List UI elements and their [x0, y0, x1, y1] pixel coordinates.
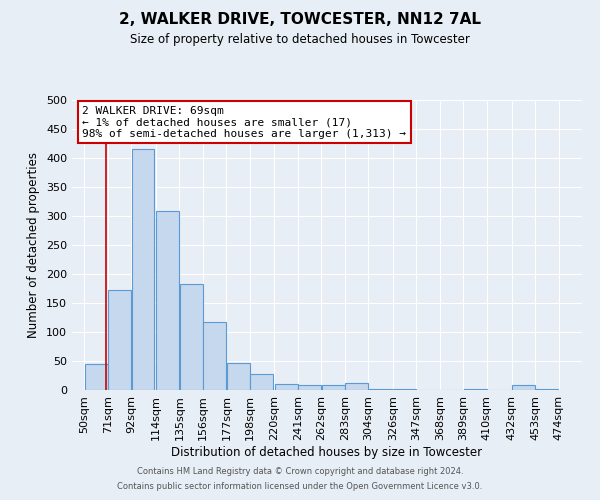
Bar [156, 212, 179, 390]
Text: 2 WALKER DRIVE: 69sqm
← 1% of detached houses are smaller (17)
98% of semi-detac: 2 WALKER DRIVE: 69sqm ← 1% of detached h… [82, 106, 406, 139]
Text: Contains HM Land Registry data © Crown copyright and database right 2024.: Contains HM Land Registry data © Crown c… [137, 467, 463, 476]
Bar [85, 364, 107, 390]
Bar [322, 386, 344, 390]
Bar [535, 389, 558, 390]
Bar [203, 322, 226, 390]
Bar [250, 374, 273, 390]
Text: 2, WALKER DRIVE, TOWCESTER, NN12 7AL: 2, WALKER DRIVE, TOWCESTER, NN12 7AL [119, 12, 481, 28]
Bar [368, 389, 392, 390]
Text: Contains public sector information licensed under the Open Government Licence v3: Contains public sector information licen… [118, 482, 482, 491]
Bar [393, 389, 416, 390]
Bar [179, 284, 203, 390]
X-axis label: Distribution of detached houses by size in Towcester: Distribution of detached houses by size … [172, 446, 482, 458]
Text: Size of property relative to detached houses in Towcester: Size of property relative to detached ho… [130, 32, 470, 46]
Y-axis label: Number of detached properties: Number of detached properties [28, 152, 40, 338]
Bar [227, 364, 250, 390]
Bar [108, 290, 131, 390]
Bar [345, 383, 368, 390]
Bar [512, 385, 535, 390]
Bar [275, 384, 298, 390]
Bar [464, 389, 487, 390]
Bar [131, 150, 154, 390]
Bar [298, 386, 321, 390]
